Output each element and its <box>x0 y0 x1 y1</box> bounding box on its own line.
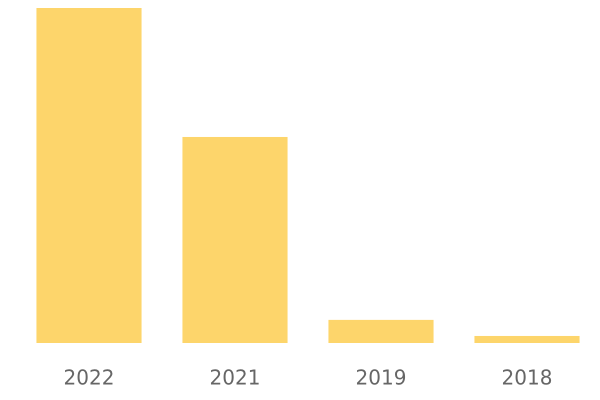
bar <box>182 136 288 343</box>
bar <box>474 335 580 343</box>
x-tick-label: 2018 <box>502 366 553 390</box>
bar <box>36 8 142 343</box>
x-tick-label: 2019 <box>356 366 407 390</box>
bar <box>328 319 434 343</box>
x-tick-label: 2021 <box>210 366 261 390</box>
x-tick-label: 2022 <box>64 366 115 390</box>
